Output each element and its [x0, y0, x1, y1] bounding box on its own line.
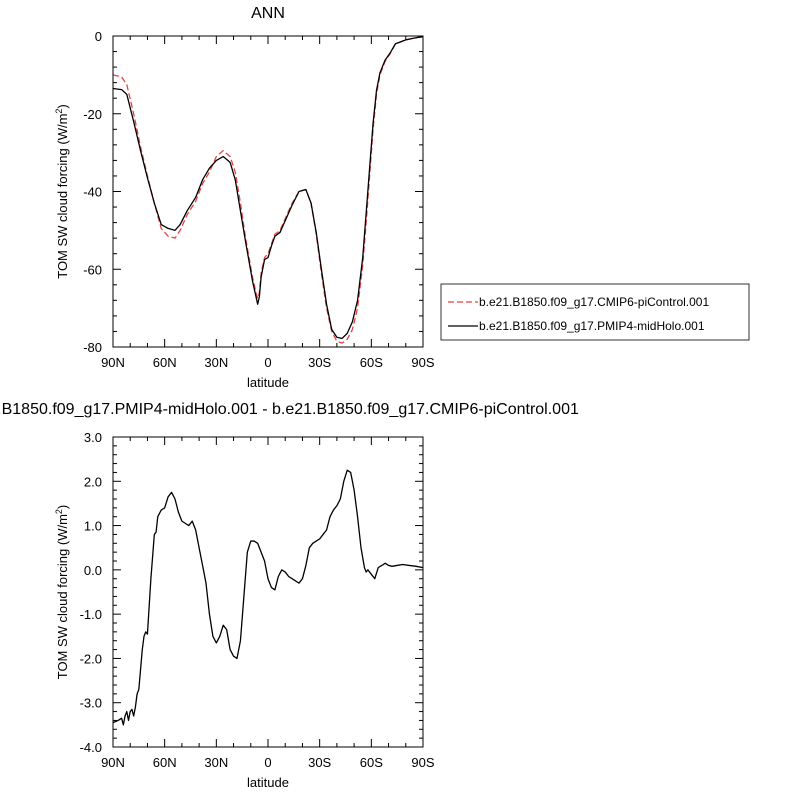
x-tick-label: 90S: [411, 355, 434, 370]
y-tick-label: -3.0: [80, 696, 102, 711]
x-tick-label: 0: [264, 755, 271, 770]
y-tick-label: -1.0: [80, 607, 102, 622]
y-tick-label: 3.0: [84, 430, 102, 445]
y-tick-label: -20: [83, 107, 102, 122]
x-tick-label: 60N: [153, 355, 177, 370]
bottom-y-axis-label: TOM SW cloud forcing (W/m2): [54, 505, 70, 680]
x-tick-label: 60N: [153, 755, 177, 770]
top-y-axis-label-main: TOM SW cloud forcing (W/m: [55, 114, 70, 279]
series-line-1-0: [112, 36, 424, 344]
bottom-y-axis-label-main: TOM SW cloud forcing (W/m: [55, 514, 70, 679]
top-plot-frame: [112, 35, 424, 348]
y-tick-label: 2.0: [84, 474, 102, 489]
x-tick-label: 60S: [360, 755, 383, 770]
series-line-1-1: [112, 36, 424, 340]
x-tick-label: 90S: [411, 755, 434, 770]
y-tick-label: 0: [95, 29, 102, 44]
x-tick-label: 90N: [101, 355, 125, 370]
y-tick-label: 0.0: [84, 563, 102, 578]
bottom-plot-area: [112, 469, 424, 726]
legend-label-picontrol: b.e21.B1850.f09_g17.CMIP6-piControl.001: [479, 295, 709, 309]
bottom-panel-title: b.e21.B1850.f09_g17.PMIP4-midHolo.001 - …: [0, 401, 579, 418]
x-tick-label: 60S: [360, 355, 383, 370]
top-y-axis-label: TOM SW cloud forcing (W/m2): [54, 104, 70, 279]
bottom-y-axis-label-close: ): [55, 505, 70, 509]
legend-box: [440, 283, 750, 341]
x-tick-label: 0: [264, 355, 271, 370]
legend: b.e21.B1850.f09_g17.CMIP6-piControl.001 …: [440, 283, 750, 341]
bottom-plot-frame: [112, 436, 424, 748]
x-tick-label: 30S: [308, 355, 331, 370]
top-plot-area: [112, 36, 424, 344]
bottom-y-axis-label-sup: 2: [54, 509, 64, 514]
top-y-axis-label-sup: 2: [54, 109, 64, 114]
series-line-2-0: [112, 469, 424, 726]
top-y-axis-label-close: ): [55, 104, 70, 108]
top-panel: ANN 90N 60N 30N 0 30S 60S 90S 0 -20 -40 -60 -80 lat…: [54, 5, 435, 390]
top-panel-title: ANN: [251, 5, 285, 22]
top-axis-ticks: 90N 60N 30N 0 30S 60S 90S 0 -20 -40 -60 -80: [83, 29, 435, 370]
legend-label-midholo: b.e21.B1850.f09_g17.PMIP4-midHolo.001: [479, 319, 705, 333]
x-tick-label: 30S: [308, 755, 331, 770]
top-x-axis-label: latitude: [247, 375, 289, 390]
x-tick-label: 30N: [204, 355, 228, 370]
bottom-x-axis-label: latitude: [247, 775, 289, 790]
y-tick-label: -60: [83, 262, 102, 277]
y-tick-label: -80: [83, 340, 102, 355]
y-tick-label: -2.0: [80, 651, 102, 666]
x-tick-label: 90N: [101, 755, 125, 770]
y-tick-label: -4.0: [80, 740, 102, 755]
x-tick-label: 30N: [204, 755, 228, 770]
bottom-axis-ticks: 90N 60N 30N 0 30S 60S 90S 3.0 2.0 1.0 0.0 -1.0 -2.0 -…: [80, 430, 435, 770]
y-tick-label: 1.0: [84, 519, 102, 534]
bottom-panel: b.e21.B1850.f09_g17.PMIP4-midHolo.001 - …: [0, 401, 579, 790]
y-tick-label: -40: [83, 185, 102, 200]
